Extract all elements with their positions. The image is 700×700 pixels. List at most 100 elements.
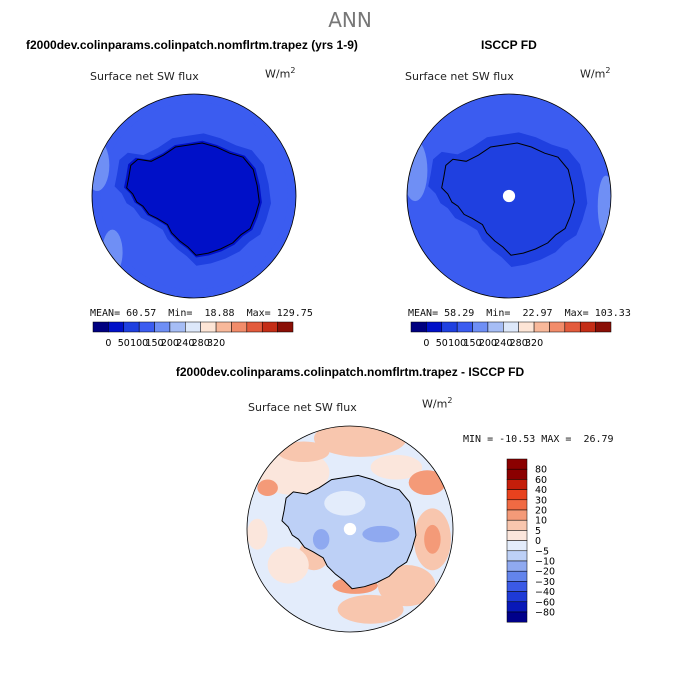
- panel2-colorbar-tick-label: 100: [448, 338, 466, 349]
- panel3-colorbar-tick-label: −80: [535, 608, 555, 619]
- panel1-coastline: [126, 142, 260, 256]
- panel1-colorbar-swatch: [92, 321, 109, 333]
- panel3-colorbar-swatch: [506, 519, 528, 531]
- panel2-units: W/m2: [580, 66, 611, 81]
- panel3-colorbar-tick-label: −30: [535, 577, 555, 588]
- panel1-colorbar-swatch: [246, 321, 263, 333]
- panel2-pole-hole: [502, 189, 516, 203]
- panel3-colorbar-swatch: [506, 570, 528, 582]
- panel3-colorbar-tick-label: 80: [535, 465, 547, 476]
- panel3-colorbar-tick-label: −60: [535, 597, 555, 608]
- panel3-contour-8: [424, 524, 441, 554]
- panel3-colorbar-swatch: [506, 550, 528, 562]
- panel1-colorbar-swatch: [138, 321, 155, 333]
- panel3-colorbar-tick-label: 60: [535, 475, 547, 486]
- panel3-contour-10: [337, 594, 404, 624]
- panel3-colorbar-swatch: [506, 479, 528, 490]
- panel1-boundary: [91, 93, 297, 299]
- panel2-colorbar-tick-label: 280: [510, 338, 528, 349]
- panel2-map: [406, 93, 612, 299]
- panel1-colorbar-swatch: [261, 321, 278, 333]
- panel3-contour-18: [362, 525, 400, 543]
- panel3-colorbar-swatch: [506, 499, 528, 511]
- panel3-colorbar-tick-label: −20: [535, 567, 555, 578]
- panel1-colorbar-swatch: [277, 321, 294, 333]
- panel3-contour-19: [312, 529, 330, 550]
- panel3-title: f2000dev.colinparams.colinpatch.nomflrtm…: [175, 365, 525, 379]
- panel3-colorbar-swatch: [506, 530, 528, 541]
- panel3-colorbar-swatch: [506, 458, 528, 470]
- panel1-colorbar-tick-label: 150: [145, 338, 163, 349]
- panel1-colorbar-swatch: [215, 321, 232, 333]
- panel3-colorbar-tick-label: 10: [535, 516, 547, 527]
- panel2-boundary: [406, 93, 612, 299]
- panel1-colorbar-swatch: [231, 321, 248, 333]
- panel2-colorbar-tick-label: 150: [463, 338, 481, 349]
- panel3-colorbar-tick-label: 0: [535, 536, 541, 547]
- panel2-title: ISCCP FD: [481, 38, 537, 52]
- panel2-colorbar-swatch: [518, 321, 535, 333]
- panel1-colorbar-tick-label: 320: [207, 338, 225, 349]
- panel1-title: f2000dev.colinparams.colinpatch.nomflrtm…: [26, 38, 358, 52]
- panel2-variable: Surface net SW flux: [405, 70, 514, 83]
- panel3-colorbar-swatch: [506, 591, 528, 603]
- panel1-colorbar-swatch: [169, 321, 186, 333]
- panel3-pole-hole: [343, 522, 357, 536]
- panel1-contour-3: [102, 229, 123, 275]
- panel1-colorbar-tick-label: 240: [176, 338, 194, 349]
- panel3-contour-2: [257, 479, 278, 497]
- panel1-colorbar-tick-label: 280: [192, 338, 210, 349]
- panel1-colorbar-swatch: [108, 321, 125, 333]
- panel2-colorbar-tick-label: 0: [423, 338, 429, 349]
- panel3-colorbar-tick-label: 20: [535, 506, 547, 517]
- panel3-contour-9: [377, 565, 436, 607]
- panel3-colorbar-tick-label: 30: [535, 495, 547, 506]
- panel2-colorbar-swatch: [579, 321, 596, 333]
- panel2-stats: MEAN= 58.29 Min= 22.97 Max= 103.33: [408, 308, 631, 319]
- panel3-boundary: [246, 425, 454, 633]
- panel2-colorbar-swatch: [533, 321, 550, 333]
- panel1-colorbar-swatch: [123, 321, 140, 333]
- figure-title: ANN: [328, 8, 372, 32]
- panel2-colorbar-swatch: [503, 321, 519, 333]
- panel3-colorbar-swatch: [506, 540, 528, 552]
- panel1-ice-field: [126, 143, 260, 256]
- panel3-variable: Surface net SW flux: [248, 401, 357, 414]
- panel1-colorbar-swatch: [154, 321, 171, 333]
- panel2-colorbar-tick-label: 50: [436, 338, 448, 349]
- panel3-colorbar-swatch: [506, 560, 528, 572]
- panel2-colorbar-swatch: [456, 321, 473, 333]
- panel1-colorbar-tick-label: 200: [161, 338, 179, 349]
- panel1-colorbar-tick-label: 100: [130, 338, 148, 349]
- panel1-map: [91, 93, 297, 299]
- panel3-colorbar-tick-label: 40: [535, 485, 547, 496]
- panel3-colorbar-tick-label: −5: [535, 546, 549, 557]
- panel1-units: W/m2: [265, 66, 296, 81]
- panel2-colorbar-swatch: [595, 321, 612, 333]
- panel2-coastline: [441, 142, 575, 256]
- panel3-colorbar-swatch: [506, 468, 528, 480]
- panel3-units: W/m2: [422, 396, 453, 411]
- panel3-contour-15: [247, 518, 268, 550]
- panel3-colorbar-swatch: [506, 601, 528, 613]
- panel3-colorbar-swatch: [506, 581, 528, 592]
- panel3-colorbar-tick-label: −40: [535, 587, 555, 598]
- panel2-colorbar-tick-label: 200: [479, 338, 497, 349]
- panel3-contour-6: [408, 470, 446, 496]
- panel1-variable: Surface net SW flux: [90, 70, 199, 83]
- panel2-colorbar-swatch: [441, 321, 458, 333]
- panel3-colorbar-tick-label: 5: [535, 526, 541, 537]
- panel1-field: [92, 94, 296, 298]
- panel2-colorbar-swatch: [410, 321, 427, 333]
- panel2-colorbar-swatch: [472, 321, 489, 333]
- panel3-contour-17: [324, 490, 366, 516]
- panel1-colorbar-swatch: [200, 321, 217, 333]
- panel1-colorbar-tick-label: 50: [118, 338, 130, 349]
- panel3-colorbar-tick-label: −10: [535, 557, 555, 568]
- panel3-contour-5: [370, 454, 423, 480]
- panel1-colorbar-swatch: [185, 321, 201, 333]
- panel1-stats: MEAN= 60.57 Min= 18.88 Max= 129.75: [90, 308, 313, 319]
